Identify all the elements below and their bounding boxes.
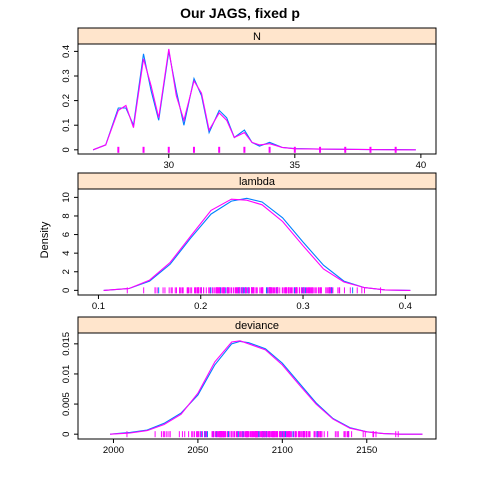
panel-lambda-strip-label: lambda [239,176,276,188]
x-tick-label: 30 [163,160,174,171]
y-tick-label: 4 [61,251,72,256]
y-tick-label: 2 [61,269,72,274]
panel-lambda: lambda 0.1 0.2 0.3 0.4 0 2 4 6 8 10 [61,172,437,312]
panel-deviance-frame [77,332,437,440]
y-tick-label: 0 [61,147,72,152]
y-tick-label: 6 [61,232,72,237]
x-tick-label: 2100 [272,445,293,456]
y-tick-label: 0.3 [61,69,72,82]
y-tick-label: 0 [61,432,72,437]
panel-n-frame [77,43,437,155]
panel-lambda-frame [77,188,437,296]
panel-n: N 30 35 40 0 0.1 0.2 0.3 0.4 [61,27,437,171]
panel-n-strip-label: N [253,31,261,43]
y-tick-label: 0.4 [61,45,72,58]
y-tick-label: 0.1 [61,119,72,132]
y-tick-label: 0.01 [61,365,72,384]
x-tick-label: 0.2 [194,301,207,312]
chart-title: Our JAGS, fixed p [180,5,300,21]
y-tick-label: 0 [61,288,72,293]
y-tick-label: 8 [61,213,72,218]
y-tick-label: 0.005 [61,392,72,416]
y-tick-label: 0.015 [61,332,72,356]
panel-deviance-strip-label: deviance [235,320,279,332]
x-tick-label: 35 [290,160,301,171]
density-line-lambda-chain-2 [103,198,411,291]
density-line-n-chain-2 [92,48,416,151]
x-tick-label: 2150 [356,445,377,456]
x-tick-label: 0.4 [399,301,412,312]
y-tick-label: 0.2 [61,94,72,107]
x-tick-label: 0.3 [296,301,309,312]
x-tick-label: 0.1 [92,301,105,312]
x-tick-label: 2050 [187,445,208,456]
density-line-deviance-chain-2 [110,340,423,435]
x-tick-label: 2000 [103,445,124,456]
panel-deviance: deviance 2000 2050 2100 2150 0 0.005 0.01 0.015 [61,316,437,456]
x-tick-label: 40 [416,160,427,171]
y-tick-label: 10 [61,192,72,203]
y-axis-title: Density [39,221,51,258]
